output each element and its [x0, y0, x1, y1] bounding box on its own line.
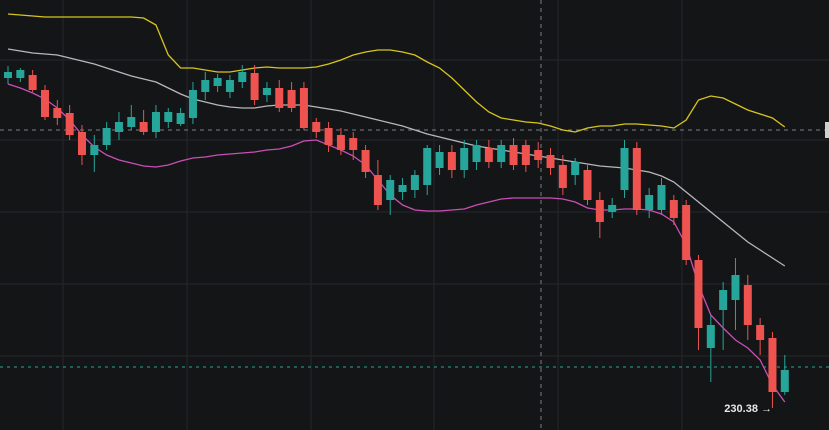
- candle-body: [534, 150, 543, 160]
- candle-body: [386, 180, 395, 200]
- candle-body: [571, 162, 580, 175]
- candle-body: [373, 175, 382, 205]
- candle-body: [423, 148, 432, 185]
- candle-body: [608, 205, 617, 212]
- candle-body: [28, 75, 37, 90]
- candle-body: [780, 370, 789, 392]
- candle-body: [657, 185, 666, 210]
- candle-body: [768, 338, 777, 392]
- candle-body: [558, 165, 567, 188]
- candle-body: [743, 285, 752, 325]
- candle-body: [4, 72, 12, 78]
- candle-body: [90, 145, 99, 155]
- candle-body: [201, 80, 210, 92]
- candle-body: [127, 117, 136, 127]
- candle-body: [349, 138, 358, 150]
- candle-body: [669, 200, 678, 218]
- candle-body: [706, 325, 715, 348]
- candle-body: [53, 108, 62, 118]
- candle-body: [312, 122, 321, 132]
- candle-body: [435, 152, 444, 168]
- candle-body: [102, 128, 111, 145]
- candle-body: [139, 122, 148, 132]
- candle-body: [645, 195, 654, 210]
- low-annotation: 230.38 →: [724, 403, 772, 415]
- candle-body: [472, 145, 481, 162]
- candle-body: [225, 80, 234, 92]
- candle-body: [250, 73, 259, 100]
- candle-body: [398, 185, 407, 192]
- candle-body: [756, 325, 765, 340]
- candle-body: [213, 78, 222, 86]
- candle-body: [583, 170, 592, 200]
- band-line: [7, 13, 786, 133]
- candle-body: [694, 260, 703, 328]
- candle-body: [65, 113, 74, 135]
- candle-body: [262, 88, 271, 95]
- band-line: [7, 48, 786, 267]
- candle-body: [682, 205, 691, 260]
- candle-body: [16, 70, 25, 78]
- candle-body: [188, 90, 197, 118]
- candle-body: [731, 275, 740, 300]
- candle-body: [460, 148, 469, 170]
- candle-body: [632, 148, 641, 210]
- candle-body: [447, 152, 456, 170]
- candle-body: [77, 132, 86, 155]
- candle-body: [336, 135, 345, 150]
- candle-body: [546, 155, 555, 168]
- bands: [7, 13, 786, 403]
- candle-body: [620, 148, 629, 190]
- candle-body: [164, 112, 173, 122]
- candle-body: [410, 175, 419, 190]
- candle-body: [521, 145, 530, 165]
- candle-body: [287, 90, 296, 108]
- candle-body: [299, 88, 308, 128]
- candle-body: [275, 88, 284, 108]
- candle-body: [361, 150, 370, 172]
- candle-body: [719, 290, 728, 310]
- candle-body: [238, 72, 247, 82]
- candle-body: [176, 113, 185, 124]
- band-line: [7, 83, 786, 403]
- candle-body: [151, 112, 160, 132]
- candles: [4, 65, 789, 408]
- candle-body: [324, 128, 333, 145]
- candle-body: [40, 90, 49, 117]
- crosshair-marker: [825, 122, 829, 138]
- candle-body: [595, 200, 604, 222]
- candle-body: [114, 122, 123, 132]
- candle-body: [484, 148, 493, 162]
- candle-body: [509, 145, 518, 165]
- candle-body: [497, 145, 506, 162]
